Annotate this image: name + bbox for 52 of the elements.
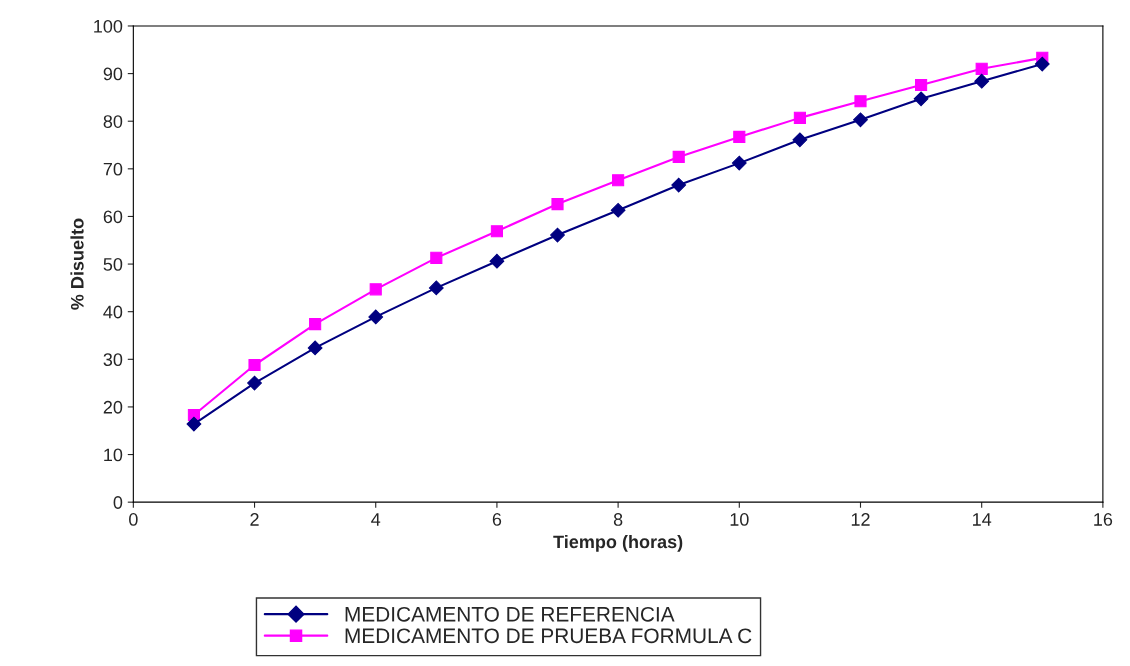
point [854,95,867,108]
y-tick-label: 100 [94,19,123,33]
point [915,78,928,92]
y-tick-label: 0 [113,496,123,509]
point [369,283,382,296]
x-tick-label: 12 [851,513,870,526]
point [309,317,322,331]
point [186,416,202,432]
x-tick-label: 14 [973,513,992,526]
y-tick-label: 10 [104,448,123,462]
point [913,91,929,107]
point [853,112,868,128]
point [793,111,806,124]
x-tick-label: 0 [129,513,138,526]
legend-label: MEDICAMENTO DE PRUEBA FORMULA C [345,628,752,644]
point [489,253,505,269]
x-tick-label: 6 [492,513,502,526]
point [247,375,262,391]
point [368,309,384,325]
point [671,177,687,193]
point [975,62,988,75]
y-tick-label: 90 [103,67,123,81]
point [733,130,746,143]
y-tick-label: 20 [103,400,123,414]
point [428,280,444,296]
point [307,340,323,356]
point [974,73,990,89]
x-tick-label: 4 [371,513,381,526]
x-tick-label: 10 [730,513,749,526]
x-tick-label: 8 [613,513,623,526]
y-tick-label: 50 [103,258,123,271]
point [612,174,625,187]
legend-label: MEDICAMENTO DE REFERENCIA [345,606,675,622]
point [792,132,808,148]
y-tick-label: 60 [103,210,123,224]
point [430,251,443,264]
point [551,197,564,211]
y-axis-title: % Disuelto [70,218,84,310]
x-axis-title: Tiempo (horas) [553,534,683,552]
y-tick-label: 30 [103,353,123,367]
y-tick-label: 80 [103,115,123,128]
point [550,227,565,243]
point [490,225,503,238]
x-tick-label: 2 [250,513,259,526]
y-tick-label: 70 [103,162,123,176]
point [731,155,747,171]
point [672,150,685,163]
y-tick-label: 40 [103,305,123,319]
point [248,358,261,372]
point [1034,56,1050,72]
x-tick-label: 16 [1094,513,1113,526]
point [610,202,626,218]
